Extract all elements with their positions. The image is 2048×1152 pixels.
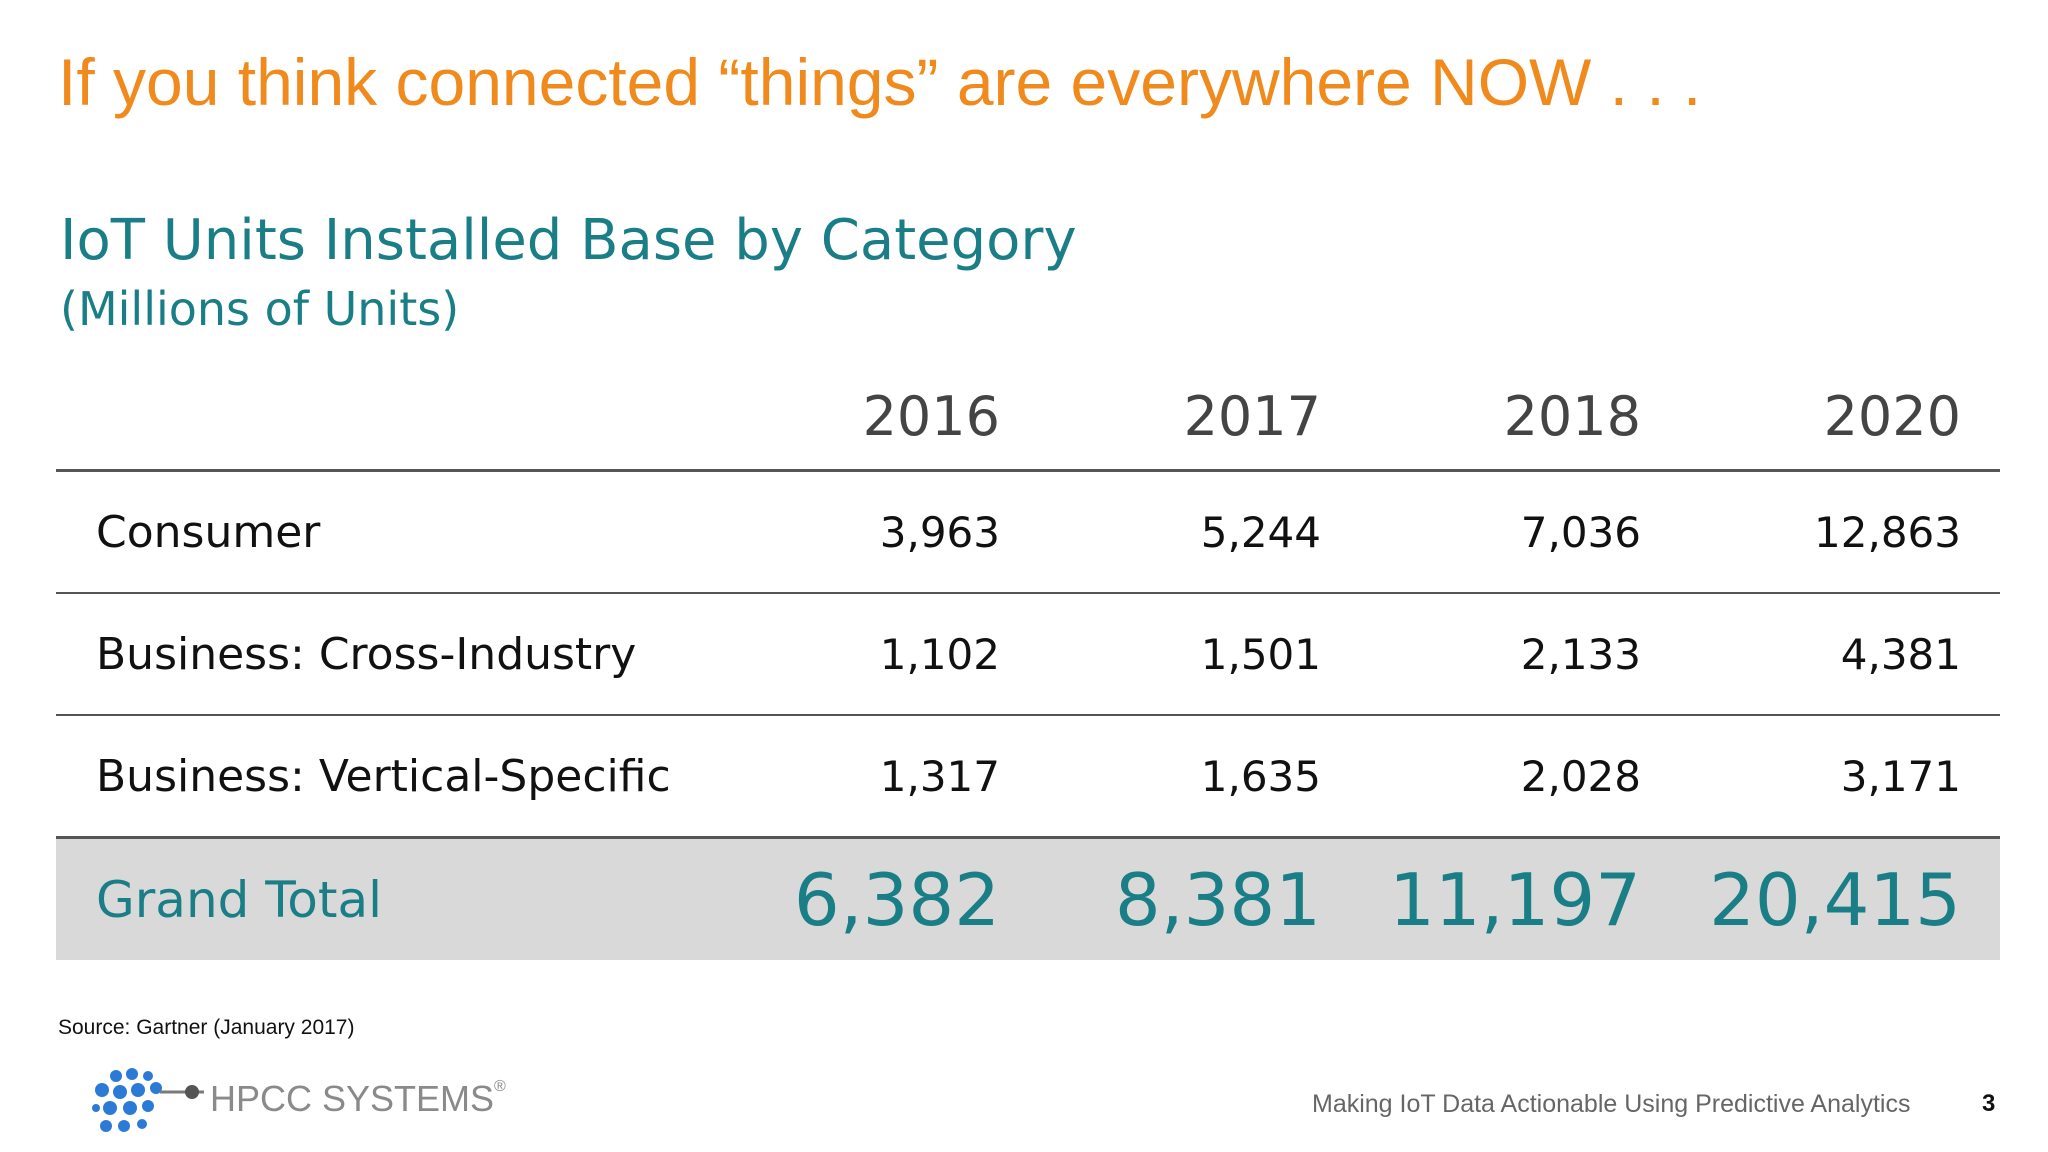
year-header: 2016 <box>862 385 1000 448</box>
table-cell: 2,133 <box>1520 629 1641 679</box>
grand-total-cell: 11,197 <box>1389 857 1641 942</box>
registered-mark: ® <box>494 1078 506 1095</box>
row-category: Business: Cross-Industry <box>96 628 637 680</box>
table-cell: 1,102 <box>879 629 1000 679</box>
grand-total-cell: 20,415 <box>1709 857 1961 942</box>
table-cell: 12,863 <box>1814 507 1961 557</box>
logo-wordmark: HPCC SYSTEMS® <box>210 1078 506 1120</box>
table-row: Business: Cross-Industry 1,102 1,501 2,1… <box>56 594 2000 716</box>
logo-text: HPCC SYSTEMS <box>210 1078 495 1119</box>
grand-total-cell: 8,381 <box>1114 857 1321 942</box>
row-category: Business: Vertical-Specific <box>96 750 671 802</box>
row-category: Consumer <box>96 506 321 558</box>
table-cell: 2,028 <box>1520 751 1641 801</box>
footer-title: Making IoT Data Actionable Using Predict… <box>1312 1090 1911 1118</box>
source-note: Source: Gartner (January 2017) <box>58 1016 355 1039</box>
table-subtitle: (Millions of Units) <box>60 282 460 336</box>
table-cell: 1,501 <box>1200 629 1321 679</box>
grand-total-cell: 6,382 <box>793 857 1000 942</box>
table-row: Consumer 3,963 5,244 7,036 12,863 <box>56 472 2000 594</box>
hpcc-systems-logo: HPCC SYSTEMS® <box>86 1064 506 1144</box>
hpcc-dots-icon <box>92 1068 204 1132</box>
iot-units-table: 2016 2017 2018 2020 Consumer 3,963 5,244… <box>56 350 2000 960</box>
table-cell: 7,036 <box>1520 507 1641 557</box>
table-cell: 1,317 <box>879 751 1000 801</box>
table-title: IoT Units Installed Base by Category <box>60 208 1077 273</box>
year-header: 2018 <box>1503 385 1641 448</box>
grand-total-label: Grand Total <box>96 870 383 929</box>
table-row: Business: Vertical-Specific 1,317 1,635 … <box>56 716 2000 838</box>
table-header-row: 2016 2017 2018 2020 <box>56 350 2000 472</box>
table-cell: 3,171 <box>1840 751 1961 801</box>
year-header: 2020 <box>1823 385 1961 448</box>
grand-total-row: Grand Total 6,382 8,381 11,197 20,415 <box>56 838 2000 960</box>
slide-headline: If you think connected “things” are ever… <box>58 45 1702 119</box>
table-cell: 5,244 <box>1200 507 1321 557</box>
table-cell: 1,635 <box>1200 751 1321 801</box>
table-cell: 3,963 <box>879 507 1000 557</box>
year-header: 2017 <box>1183 385 1321 448</box>
table-cell: 4,381 <box>1840 629 1961 679</box>
page-number: 3 <box>1982 1090 1996 1117</box>
